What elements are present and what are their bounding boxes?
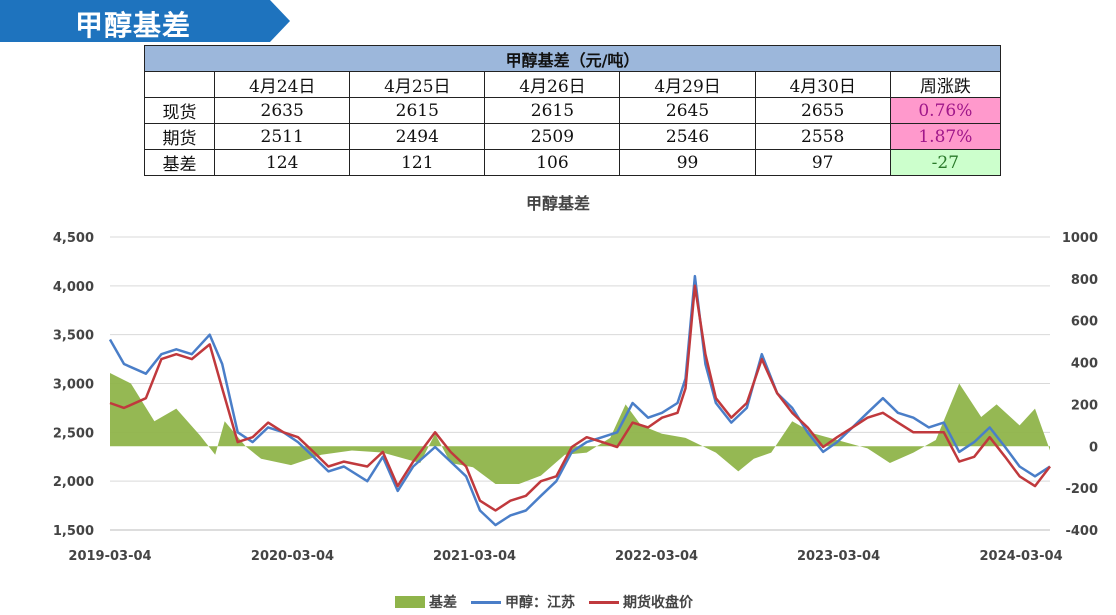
- jiangsu-methanol-line: [108, 274, 1051, 527]
- legend-label: 期货收盘价: [623, 595, 693, 611]
- table-cell: 2494: [349, 123, 486, 150]
- y-left-tick-label: 3,000: [53, 378, 94, 393]
- x-tick-label: 2019-03-04: [68, 549, 151, 564]
- y-right-tick-label: 800: [1071, 273, 1098, 288]
- change-cell: 0.76%: [889, 97, 1002, 124]
- table-header-cell: 4月25日: [349, 71, 486, 98]
- y-left-tick-label: 1,500: [53, 524, 94, 539]
- y-left-tick-label: 4,500: [53, 231, 94, 246]
- table-cell: 2655: [754, 97, 891, 124]
- y-right-tick-label: 1000: [1062, 231, 1098, 246]
- table-header-cell: 周涨跌: [889, 71, 1002, 98]
- x-tick-label: 2024-03-04: [979, 549, 1062, 564]
- row-label: 期货: [143, 123, 216, 150]
- table-header-cell: 4月26日: [484, 71, 621, 98]
- y-right-tick-label: -200: [1065, 482, 1098, 497]
- gridlines: [110, 236, 1050, 531]
- table-row: 期货 2511 2494 2509 2546 2558 1.87%: [143, 123, 1002, 150]
- legend-item: 基差: [395, 592, 457, 612]
- table-row: 基差 124 121 106 99 97 -27: [143, 149, 1002, 176]
- table-header-cell: 4月24日: [214, 71, 351, 98]
- basis-chart: 1,500 2,000 2,500 3,000 3,500 4,000 4,500 -400 -…: [53, 231, 1098, 564]
- table-cell: 106: [484, 149, 621, 176]
- y-right-tick-label: -400: [1065, 524, 1098, 539]
- legend-swatch: [471, 600, 501, 604]
- change-cell: 1.87%: [889, 123, 1002, 150]
- y-left-tick-label: 3,500: [53, 329, 94, 344]
- x-tick-label: 2022-03-04: [615, 549, 698, 564]
- legend-swatch: [395, 596, 425, 608]
- table-cell: 2635: [214, 97, 351, 124]
- table-header-cell: 4月29日: [619, 71, 756, 98]
- banner-title: 甲醇基差: [75, 9, 192, 42]
- legend-item: 期货收盘价: [589, 592, 693, 612]
- table-cell: 2509: [484, 123, 621, 150]
- x-tick-label: 2021-03-04: [433, 549, 516, 564]
- table-cell: 97: [754, 149, 891, 176]
- x-tick-label: 2020-03-04: [251, 549, 334, 564]
- table-header-cell: 4月30日: [754, 71, 891, 98]
- table-cell: 2546: [619, 123, 756, 150]
- table-cell: 2511: [214, 123, 351, 150]
- legend-label: 甲醇：江苏: [505, 595, 575, 611]
- legend-swatch: [589, 600, 619, 604]
- table-cell: 2558: [754, 123, 891, 150]
- basis-table: 甲醇基差（元/吨） 4月24日 4月25日 4月26日 4月29日 4月30日 …: [143, 45, 1002, 176]
- y-right-tick-label: 600: [1071, 315, 1098, 330]
- row-label: 基差: [143, 149, 216, 176]
- y-left-tick-label: 4,000: [53, 280, 94, 295]
- chart-title: 甲醇基差: [525, 194, 590, 213]
- table-header-cell: [143, 71, 216, 98]
- legend-label: 基差: [429, 595, 457, 611]
- y-right-tick-label: 200: [1071, 398, 1098, 413]
- chart-legend: 基差 甲醇：江苏 期货收盘价: [395, 592, 693, 612]
- section-banner: 甲醇基差: [0, 0, 290, 42]
- axis-labels: 1,500 2,000 2,500 3,000 3,500 4,000 4,500 -400 -…: [53, 231, 1098, 564]
- table-header-row: 4月24日 4月25日 4月26日 4月29日 4月30日 周涨跌: [143, 71, 1002, 98]
- banner-shape: [0, 0, 290, 42]
- y-right-tick-label: 400: [1071, 357, 1098, 372]
- legend-item: 甲醇：江苏: [471, 592, 575, 612]
- y-left-tick-label: 2,000: [53, 475, 94, 490]
- y-left-tick-label: 2,500: [53, 426, 94, 441]
- table-cell: 2645: [619, 97, 756, 124]
- change-cell: -27: [889, 149, 1002, 176]
- line-series-layer: [108, 274, 1051, 527]
- table-cell: 124: [214, 149, 351, 176]
- table-cell: 2615: [349, 97, 486, 124]
- futures-close-line: [109, 284, 1051, 512]
- table-row: 现货 2635 2615 2615 2645 2655 0.76%: [143, 97, 1002, 124]
- x-tick-label: 2023-03-04: [797, 549, 880, 564]
- y-right-tick-label: 0: [1089, 440, 1098, 455]
- table-cell: 99: [619, 149, 756, 176]
- table-title: 甲醇基差（元/吨）: [144, 45, 1001, 72]
- table-cell: 121: [349, 149, 486, 176]
- table-cell: 2615: [484, 97, 621, 124]
- row-label: 现货: [143, 97, 216, 124]
